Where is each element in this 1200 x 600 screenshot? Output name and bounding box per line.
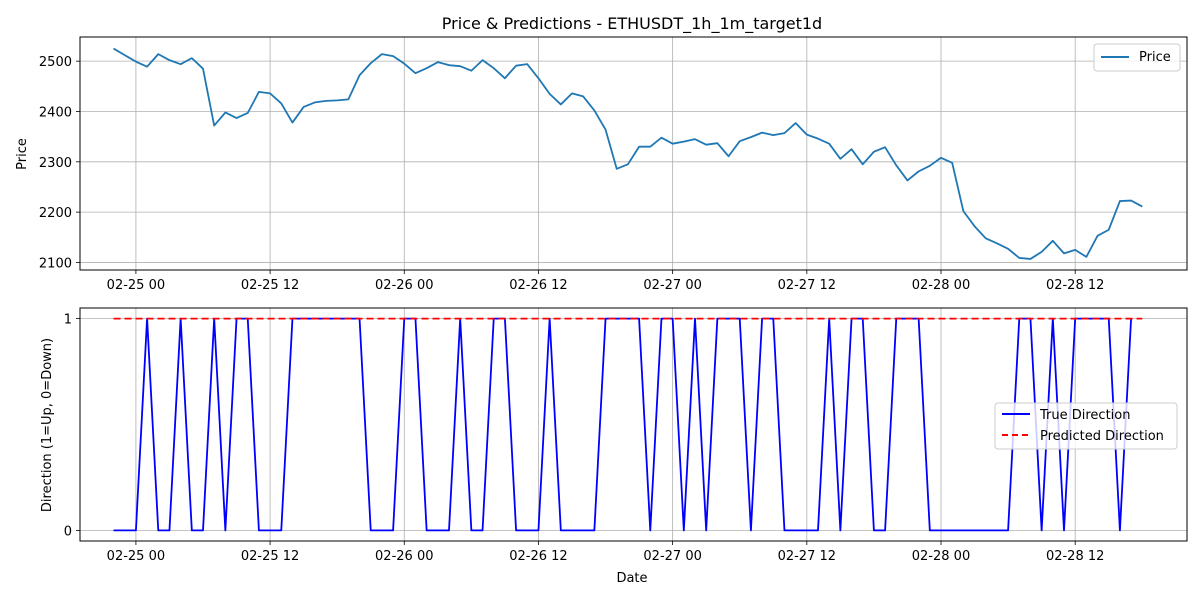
- chart-title: Price & Predictions - ETHUSDT_1h_1m_targ…: [442, 14, 822, 34]
- price-axis-ticks: 02-25 00 02-25 12 02-26 00 02-26 12 02-27 00…: [39, 55, 1105, 293]
- y-tick-label: 2300: [39, 156, 72, 171]
- direction-y-axis-label: Direction (1=Up, 0=Down): [40, 338, 55, 512]
- x-tick-label: 02-26 12: [509, 549, 567, 564]
- direction-plot: [113, 317, 1143, 532]
- direction-legend: True Direction Predicted Direction: [994, 402, 1178, 450]
- series-line-price: [113, 47, 1143, 260]
- x-tick-label: 02-28 12: [1046, 549, 1104, 564]
- x-tick-label: 02-26 00: [375, 549, 433, 564]
- y-tick-label: 2500: [39, 55, 72, 70]
- y-tick-label: 2200: [39, 206, 72, 221]
- x-tick-label: 02-25 00: [107, 278, 165, 293]
- price-plot: [113, 47, 1143, 260]
- y-tick-label: 0: [64, 524, 72, 539]
- x-tick-label: 02-25 00: [107, 549, 165, 564]
- x-tick-label: 02-27 00: [643, 278, 701, 293]
- direction-axis-ticks: 02-25 00 02-25 12 02-26 00 02-26 12 02-27 00…: [64, 313, 1105, 564]
- x-tick-label: 02-26 12: [509, 278, 567, 293]
- x-tick-label: 02-28 12: [1046, 278, 1104, 293]
- x-tick-label: 02-27 12: [778, 278, 836, 293]
- price-legend: Price: [1093, 43, 1181, 72]
- y-tick-label: 2100: [39, 256, 72, 271]
- x-tick-label: 02-26 00: [375, 278, 433, 293]
- price-axes-frame: [79, 36, 1188, 271]
- x-tick-label: 02-28 00: [912, 549, 970, 564]
- legend-true-direction-label: True Direction: [1039, 408, 1130, 423]
- price-y-axis-label: Price: [15, 138, 30, 170]
- x-tick-label: 02-25 12: [241, 549, 299, 564]
- x-tick-label: 02-28 00: [912, 278, 970, 293]
- direction-x-axis-label: Date: [616, 571, 647, 586]
- y-tick-label: 1: [64, 313, 72, 328]
- price-grid: [80, 37, 1187, 270]
- direction-axes-frame: [79, 307, 1188, 542]
- legend-price-label: Price: [1139, 50, 1171, 65]
- x-tick-label: 02-27 00: [643, 549, 701, 564]
- legend-predicted-direction-label: Predicted Direction: [1040, 429, 1164, 444]
- x-tick-label: 02-27 12: [778, 549, 836, 564]
- x-tick-label: 02-25 12: [241, 278, 299, 293]
- y-tick-label: 2400: [39, 105, 72, 120]
